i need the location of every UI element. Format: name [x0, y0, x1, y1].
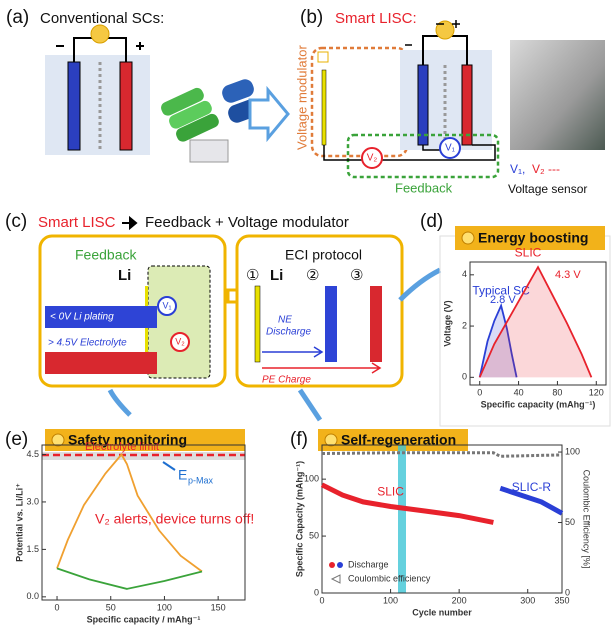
legend-marker — [337, 562, 343, 568]
x-tick-label: 100 — [383, 595, 398, 605]
v2-circle-label: V₂ — [175, 336, 185, 346]
v2-circle-label: V₂ — [367, 153, 378, 164]
y-tick-label: 2 — [462, 320, 467, 330]
ne-label: Discharge — [266, 327, 311, 338]
panel-label: (d) — [420, 211, 443, 232]
ep-sub: p-Max — [188, 475, 214, 485]
legend-marker — [332, 575, 340, 583]
annotation: Electrolyte limit — [85, 441, 159, 453]
smiley — [52, 434, 64, 446]
legend-marker — [329, 562, 335, 568]
x-axis-label: Specific capacity / mAhg⁻¹ — [87, 614, 201, 624]
li-label: Li — [270, 267, 283, 284]
y-tick-label: 4.5 — [26, 449, 39, 459]
header: Energy boosting — [478, 230, 588, 246]
series-label: SLIC-R — [512, 480, 552, 494]
x-tick-label: 0 — [477, 387, 482, 397]
ne-label: NE — [278, 315, 292, 326]
y-axis-label: Voltage (V) — [442, 300, 452, 346]
x-axis-label: Cycle number — [412, 607, 472, 617]
series-line — [322, 453, 562, 457]
lisc-diagram — [312, 20, 605, 177]
x-axis-label: Specific capacity (mAhg⁻¹) — [481, 399, 596, 409]
cells-icons — [159, 77, 288, 162]
series-label: SLIC — [515, 245, 542, 259]
v1-circle-label: V₁ — [445, 143, 456, 154]
panel-label: (b) — [300, 7, 323, 28]
y2-tick-label: 100 — [565, 446, 580, 456]
figure: (a) Conventional SCs: (b) Smart LISC: V₂… — [0, 0, 614, 625]
x-tick-label: 150 — [211, 602, 226, 612]
x-tick-label: 120 — [589, 387, 604, 397]
v1-circle-label: V₁ — [162, 300, 171, 310]
legend-label: Discharge — [348, 559, 389, 569]
panel-label: (e) — [5, 429, 28, 450]
feedback-label: Feedback — [395, 180, 453, 195]
pe-label: PE Charge — [262, 375, 311, 386]
panel-title: Feedback + Voltage modulator — [145, 214, 349, 231]
panel-label: (a) — [6, 7, 29, 28]
box-title: ECI protocol — [285, 247, 362, 263]
y-tick-label: 0.0 — [26, 591, 39, 601]
x-tick-label: 300 — [520, 595, 535, 605]
x-tick-label: 40 — [514, 387, 524, 397]
panel-label: (c) — [5, 211, 27, 232]
sensor-v2: V₂ --- — [532, 162, 560, 176]
legend-label: Coulombic efficiency — [348, 573, 431, 583]
regeneration-band — [398, 445, 406, 593]
sensor-label: Voltage sensor — [508, 182, 587, 196]
pointer — [163, 462, 175, 470]
y-axis-label: Specific Capacity (mAhg⁻¹) — [294, 461, 304, 577]
ep-label: E — [178, 467, 187, 483]
panel-title-red: Smart LISC — [38, 214, 116, 231]
electrolyte-label: > 4.5V Electrolyte — [48, 338, 127, 349]
series-line — [57, 568, 202, 589]
y-axis-label: Potential vs. Li/Li⁺ — [14, 483, 24, 562]
y-tick-label: 100 — [304, 474, 319, 484]
x-tick-label: 100 — [157, 602, 172, 612]
y2-axis-label: Coulombic Efficiency [%] — [582, 470, 592, 569]
series-label: SLIC — [377, 485, 404, 499]
series-line — [322, 485, 493, 523]
sensor-v1: V₁, — [510, 162, 525, 176]
x-tick-label: 50 — [106, 602, 116, 612]
annotation: V₂ alerts, device turns off! — [95, 511, 254, 527]
li-label: Li — [118, 267, 131, 284]
plot-frame — [322, 445, 562, 593]
panel-title: Smart LISC: — [335, 10, 417, 27]
sc-diagram — [45, 25, 150, 155]
y-tick-label: 1.5 — [26, 544, 39, 554]
modulator-label: Voltage modulator — [294, 45, 309, 150]
x-tick-label: 0 — [319, 595, 324, 605]
y-tick-label: 0 — [314, 587, 319, 597]
annotation: 4.3 V — [555, 269, 581, 281]
box-title: Feedback — [75, 247, 137, 263]
plating-label: < 0V Li plating — [50, 312, 114, 323]
y-tick-label: 0 — [462, 372, 467, 382]
step: ② — [306, 267, 319, 284]
y2-tick-label: 50 — [565, 517, 575, 527]
x-tick-label: 200 — [452, 595, 467, 605]
panel-title: Conventional SCs: — [40, 10, 164, 27]
x-tick-label: 0 — [55, 602, 60, 612]
smiley — [325, 434, 337, 446]
title-arrow — [122, 218, 136, 228]
smiley — [462, 232, 474, 244]
y-tick-label: 50 — [309, 530, 319, 540]
y-tick-label: 3.0 — [26, 496, 39, 506]
panel-label: (f) — [290, 429, 308, 450]
y-tick-label: 4 — [462, 269, 467, 279]
y2-tick-label: 0 — [565, 587, 570, 597]
x-tick-label: 80 — [552, 387, 562, 397]
step: ③ — [350, 267, 363, 284]
step: ① — [246, 267, 259, 284]
